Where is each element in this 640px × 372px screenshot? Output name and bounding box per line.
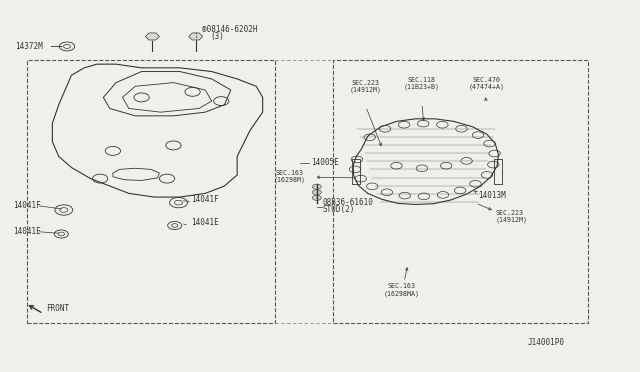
Text: SEC.470
(47474+A): SEC.470 (47474+A): [469, 77, 505, 90]
Circle shape: [312, 195, 321, 201]
Text: 08B36-61610: 08B36-61610: [323, 198, 373, 207]
Text: 14041F: 14041F: [13, 201, 40, 210]
Text: SEC.118
(11B23+B): SEC.118 (11B23+B): [404, 77, 440, 90]
Text: SEC.223
(14912M): SEC.223 (14912M): [350, 80, 382, 93]
Text: 14005E: 14005E: [311, 157, 339, 167]
Text: STUD(2): STUD(2): [323, 205, 355, 214]
Polygon shape: [145, 33, 159, 40]
Text: 14041F: 14041F: [191, 195, 218, 204]
Text: 14372M: 14372M: [15, 42, 43, 51]
Text: SEC.163
(16298M): SEC.163 (16298M): [273, 170, 305, 183]
Text: SEC.223
(14912M): SEC.223 (14912M): [495, 209, 527, 223]
Polygon shape: [189, 33, 203, 40]
Text: 14041E: 14041E: [191, 218, 218, 227]
Text: J14001P0: J14001P0: [528, 339, 564, 347]
Text: 14013M: 14013M: [478, 191, 506, 200]
Text: 14041E: 14041E: [13, 227, 40, 235]
Text: (3): (3): [211, 32, 224, 41]
Circle shape: [312, 190, 321, 195]
Text: ®08146-6202H: ®08146-6202H: [202, 25, 258, 33]
Text: FRONT: FRONT: [46, 304, 69, 313]
Text: SEC.163
(16298MA): SEC.163 (16298MA): [383, 283, 420, 297]
Circle shape: [312, 184, 321, 189]
